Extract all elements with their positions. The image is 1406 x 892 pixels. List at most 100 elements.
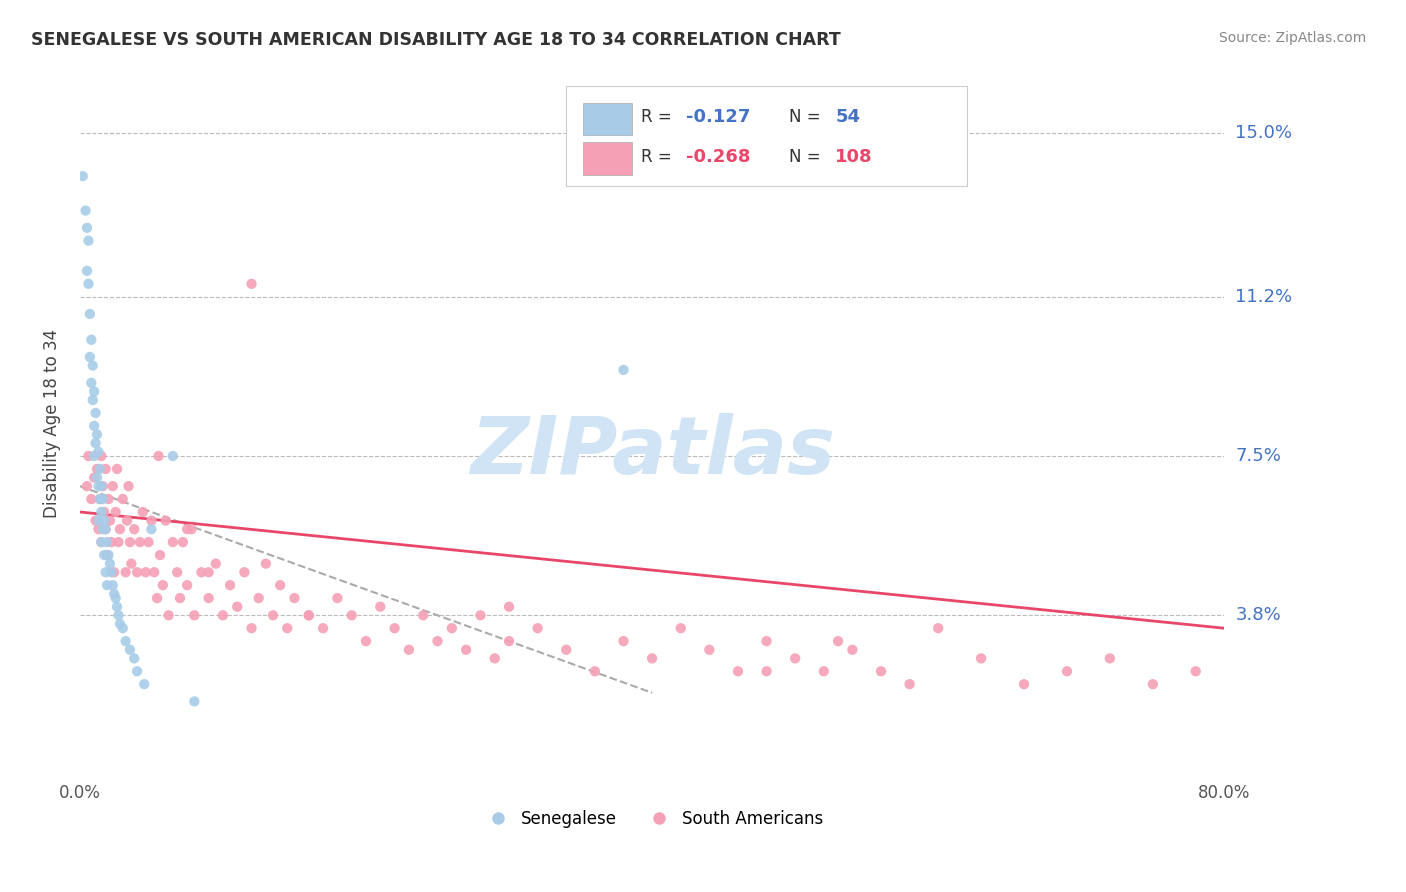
Point [276, 621, 298, 635]
Point [612, 363, 634, 377]
Point [97, 548, 120, 562]
Point [583, 665, 606, 679]
FancyBboxPatch shape [583, 143, 631, 175]
Point [127, 665, 149, 679]
Point [80, 333, 103, 347]
Point [82, 359, 104, 373]
Point [870, 665, 893, 679]
Point [98, 514, 121, 528]
Point [233, 566, 256, 580]
Point [75, 203, 97, 218]
Point [77, 449, 100, 463]
Point [122, 522, 145, 536]
Point [105, 599, 128, 614]
Text: N =: N = [789, 108, 827, 126]
Point [111, 621, 134, 635]
Point [226, 599, 249, 614]
Point [134, 677, 156, 691]
Text: 3.8%: 3.8% [1236, 607, 1281, 624]
Point [1184, 665, 1206, 679]
Point [111, 491, 134, 506]
Point [100, 566, 122, 580]
Point [152, 578, 174, 592]
Point [86, 427, 108, 442]
Point [269, 578, 291, 592]
Point [90, 535, 112, 549]
Point [101, 479, 124, 493]
Text: 15.0%: 15.0% [1236, 124, 1292, 142]
FancyBboxPatch shape [567, 87, 967, 186]
Point [90, 535, 112, 549]
Point [114, 634, 136, 648]
Point [176, 522, 198, 536]
Point [101, 578, 124, 592]
Point [120, 557, 142, 571]
Point [90, 449, 112, 463]
Text: Source: ZipAtlas.com: Source: ZipAtlas.com [1219, 31, 1367, 45]
Point [80, 376, 103, 390]
Point [84, 514, 107, 528]
Point [240, 621, 263, 635]
Point [107, 535, 129, 549]
Point [79, 350, 101, 364]
Point [755, 665, 778, 679]
Point [169, 591, 191, 606]
Point [312, 621, 335, 635]
Point [103, 566, 125, 580]
Point [298, 608, 321, 623]
Point [91, 479, 114, 493]
Point [104, 591, 127, 606]
Point [93, 514, 115, 528]
Point [426, 634, 449, 648]
Point [240, 277, 263, 291]
Point [90, 479, 112, 493]
Point [82, 392, 104, 407]
Point [83, 449, 105, 463]
Point [970, 651, 993, 665]
Point [90, 505, 112, 519]
Point [162, 449, 184, 463]
FancyBboxPatch shape [583, 103, 631, 136]
Point [91, 491, 114, 506]
Point [456, 642, 478, 657]
Point [79, 307, 101, 321]
Point [86, 470, 108, 484]
Point [143, 566, 166, 580]
Point [93, 548, 115, 562]
Point [484, 651, 506, 665]
Point [98, 557, 121, 571]
Point [927, 621, 949, 635]
Point [94, 522, 117, 536]
Point [340, 608, 363, 623]
Point [114, 566, 136, 580]
Point [197, 591, 219, 606]
Text: -0.127: -0.127 [686, 108, 751, 126]
Point [87, 514, 110, 528]
Point [498, 634, 520, 648]
Point [398, 642, 420, 657]
Point [1056, 665, 1078, 679]
Point [97, 491, 120, 506]
Point [105, 462, 128, 476]
Point [219, 578, 242, 592]
Point [76, 220, 98, 235]
Point [841, 642, 863, 657]
Point [141, 514, 163, 528]
Point [108, 616, 131, 631]
Point [247, 591, 270, 606]
Point [103, 587, 125, 601]
Point [148, 449, 170, 463]
Point [176, 578, 198, 592]
Point [77, 277, 100, 291]
Point [384, 621, 406, 635]
Point [326, 591, 349, 606]
Point [755, 634, 778, 648]
Point [96, 578, 118, 592]
Point [898, 677, 921, 691]
Point [138, 535, 160, 549]
Text: ZIPatlas: ZIPatlas [470, 413, 835, 491]
Point [354, 634, 377, 648]
Point [669, 621, 692, 635]
Point [118, 642, 141, 657]
Point [96, 535, 118, 549]
